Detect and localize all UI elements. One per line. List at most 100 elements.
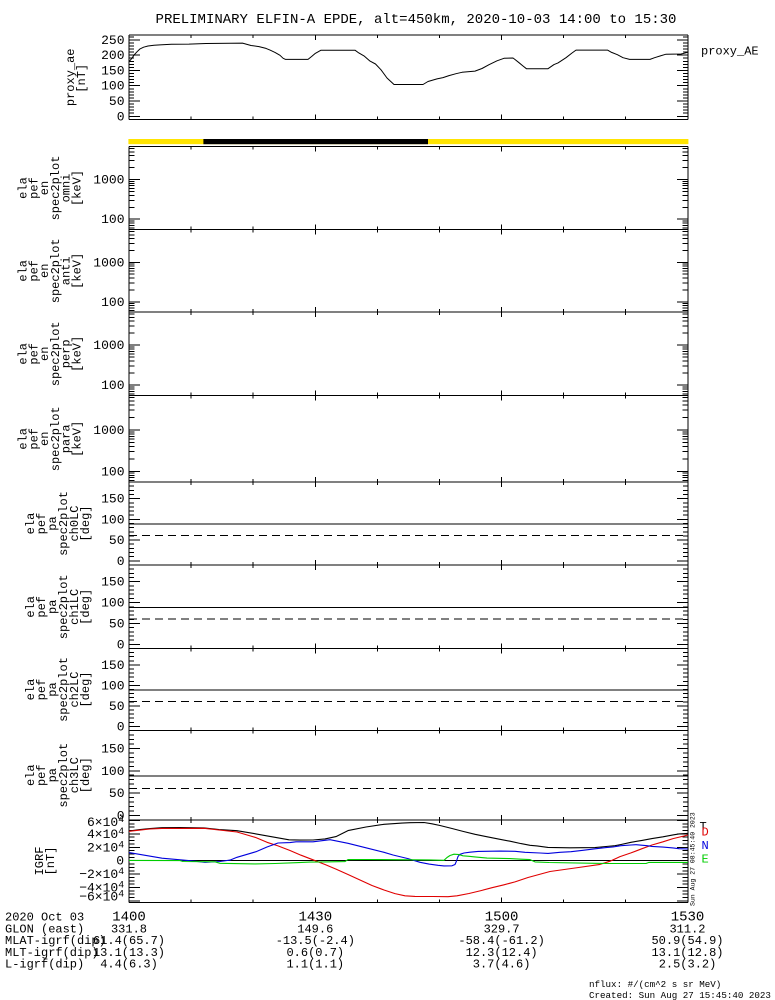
svg-text:311.2: 311.2	[669, 922, 705, 936]
svg-text:GLON (east): GLON (east)	[5, 922, 84, 936]
svg-text:ela: ela	[24, 764, 38, 786]
svg-text:12.3(12.4): 12.3(12.4)	[466, 946, 538, 960]
svg-text:pef: pef	[27, 177, 41, 199]
svg-text:anti: anti	[60, 256, 74, 285]
svg-text:pa: pa	[46, 768, 60, 782]
svg-text:0: 0	[117, 554, 125, 569]
svg-text:150: 150	[101, 64, 124, 79]
svg-text:1000: 1000	[93, 255, 124, 270]
svg-text:spec2plot: spec2plot	[49, 156, 63, 221]
svg-text:3.7(4.6): 3.7(4.6)	[473, 958, 531, 972]
svg-text:ch1LC: ch1LC	[68, 589, 82, 625]
svg-text:100: 100	[101, 378, 124, 393]
svg-text:1500: 1500	[485, 910, 519, 926]
svg-text:329.7: 329.7	[484, 922, 520, 936]
svg-text:1530: 1530	[671, 910, 705, 926]
svg-text:spec2plot: spec2plot	[49, 406, 63, 471]
svg-text:spec2plot: spec2plot	[49, 238, 63, 303]
svg-text:en: en	[38, 432, 52, 446]
svg-text:ela: ela	[17, 343, 31, 365]
svg-text:50.9(54.9): 50.9(54.9)	[651, 934, 723, 948]
svg-text:[nT]: [nT]	[75, 64, 89, 93]
svg-text:1000: 1000	[93, 173, 124, 188]
svg-text:ela: ela	[24, 596, 38, 618]
svg-text:ela: ela	[17, 260, 31, 282]
svg-text:perp: perp	[60, 339, 74, 368]
svg-text:pef: pef	[27, 428, 41, 450]
svg-text:pef: pef	[27, 260, 41, 282]
svg-text:[deg]: [deg]	[79, 589, 93, 625]
svg-text:150: 150	[101, 492, 124, 507]
svg-text:nflux: #/(cm^2 s sr MeV): nflux: #/(cm^2 s sr MeV)	[589, 979, 721, 990]
svg-text:para: para	[60, 424, 74, 453]
svg-text:100: 100	[101, 512, 124, 527]
svg-text:0.6(0.7): 0.6(0.7)	[286, 946, 344, 960]
svg-text:200: 200	[101, 48, 124, 63]
svg-text:-13.5(-2.4): -13.5(-2.4)	[276, 934, 355, 948]
svg-text:13.1(12.8): 13.1(12.8)	[651, 946, 723, 960]
svg-text:0: 0	[117, 809, 125, 824]
svg-text:spec2plot: spec2plot	[57, 491, 71, 556]
svg-text:pef: pef	[35, 764, 49, 786]
svg-text:100: 100	[101, 764, 124, 779]
svg-text:pef: pef	[27, 343, 41, 365]
svg-text:[keV]: [keV]	[71, 253, 85, 289]
svg-text:150: 150	[101, 741, 124, 756]
svg-text:100: 100	[101, 464, 124, 479]
svg-text:PRELIMINARY ELFIN-A EPDE, alt=: PRELIMINARY ELFIN-A EPDE, alt=450km, 202…	[156, 12, 677, 28]
svg-text:1430: 1430	[298, 910, 332, 926]
svg-text:[deg]: [deg]	[79, 757, 93, 793]
svg-text:[deg]: [deg]	[79, 505, 93, 541]
svg-text:spec2plot: spec2plot	[57, 574, 71, 639]
svg-text:331.8: 331.8	[111, 922, 147, 936]
svg-text:50: 50	[109, 94, 125, 109]
svg-text:100: 100	[101, 212, 124, 227]
svg-text:ela: ela	[17, 428, 31, 450]
svg-text:250: 250	[101, 33, 124, 48]
svg-text:proxy_ae: proxy_ae	[64, 48, 78, 106]
svg-text:150: 150	[101, 658, 124, 673]
svg-text:N: N	[702, 839, 709, 853]
svg-text:Created: Sun Aug 27 15:45:40 2: Created: Sun Aug 27 15:45:40 2023	[589, 990, 771, 1000]
svg-text:Sun Aug 27 08:45:40 2023: Sun Aug 27 08:45:40 2023	[690, 812, 697, 906]
svg-text:[nT]: [nT]	[44, 847, 58, 876]
svg-text:ch3LC: ch3LC	[68, 757, 82, 793]
svg-text:en: en	[38, 181, 52, 195]
svg-text:E: E	[702, 853, 709, 867]
svg-text:0: 0	[117, 109, 125, 124]
svg-text:50: 50	[109, 786, 125, 801]
svg-text:0: 0	[117, 719, 125, 734]
svg-text:100: 100	[101, 678, 124, 693]
svg-text:0: 0	[116, 854, 124, 869]
svg-text:2.5(3.2): 2.5(3.2)	[659, 958, 717, 972]
svg-text:4.4(6.3): 4.4(6.3)	[100, 958, 158, 972]
svg-text:[keV]: [keV]	[71, 336, 85, 372]
svg-text:50: 50	[109, 617, 125, 632]
svg-text:omni: omni	[60, 174, 74, 203]
svg-text:spec2plot: spec2plot	[49, 321, 63, 386]
svg-text:pef: pef	[35, 596, 49, 618]
svg-text:ch0LC: ch0LC	[68, 505, 82, 541]
svg-text:−2×104: −2×104	[79, 866, 124, 882]
svg-text:spec2plot: spec2plot	[57, 657, 71, 722]
svg-text:pa: pa	[46, 516, 60, 530]
svg-text:100: 100	[101, 79, 124, 94]
svg-text:en: en	[38, 347, 52, 361]
svg-text:13.1(13.3): 13.1(13.3)	[93, 946, 165, 960]
svg-text:50: 50	[109, 533, 125, 548]
svg-text:50: 50	[109, 699, 125, 714]
svg-text:MLT-igrf(dip): MLT-igrf(dip)	[5, 946, 99, 960]
svg-text:pef: pef	[35, 513, 49, 535]
svg-text:[keV]: [keV]	[71, 170, 85, 206]
svg-text:ela: ela	[24, 513, 38, 535]
svg-text:T: T	[700, 820, 707, 834]
svg-text:pef: pef	[35, 679, 49, 701]
svg-text:100: 100	[101, 596, 124, 611]
svg-text:1000: 1000	[93, 338, 124, 353]
svg-text:149.6: 149.6	[297, 922, 333, 936]
svg-text:−6×104: −6×104	[79, 889, 124, 905]
svg-text:en: en	[38, 264, 52, 278]
svg-text:pa: pa	[46, 600, 60, 614]
svg-text:L-igrf(dip): L-igrf(dip)	[5, 958, 84, 972]
svg-text:4×104: 4×104	[87, 826, 124, 842]
